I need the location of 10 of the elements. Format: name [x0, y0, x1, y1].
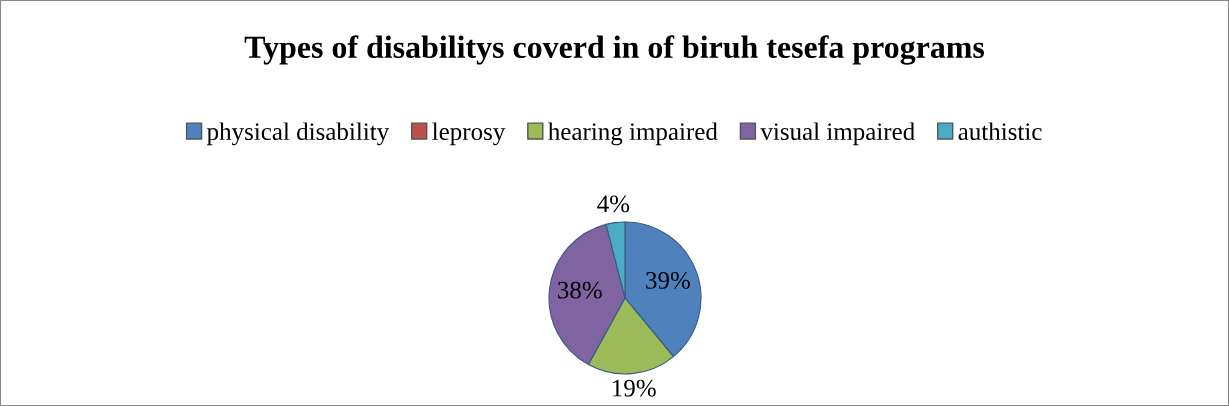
- legend-label: visual impaired: [760, 122, 915, 146]
- data-label: 38%: [558, 281, 602, 299]
- data-label: 19%: [613, 379, 656, 397]
- legend-label: hearing impaired: [548, 122, 718, 146]
- legend-label: leprosy: [432, 122, 506, 146]
- data-label: 39%: [646, 271, 690, 289]
- legend-label: physical disability: [206, 122, 390, 146]
- data-label: 4%: [597, 195, 630, 213]
- legend-label: authistic: [958, 122, 1042, 141]
- chart-title: Types of disabilitys coverd in of biruh tesefa programs: [244, 35, 985, 65]
